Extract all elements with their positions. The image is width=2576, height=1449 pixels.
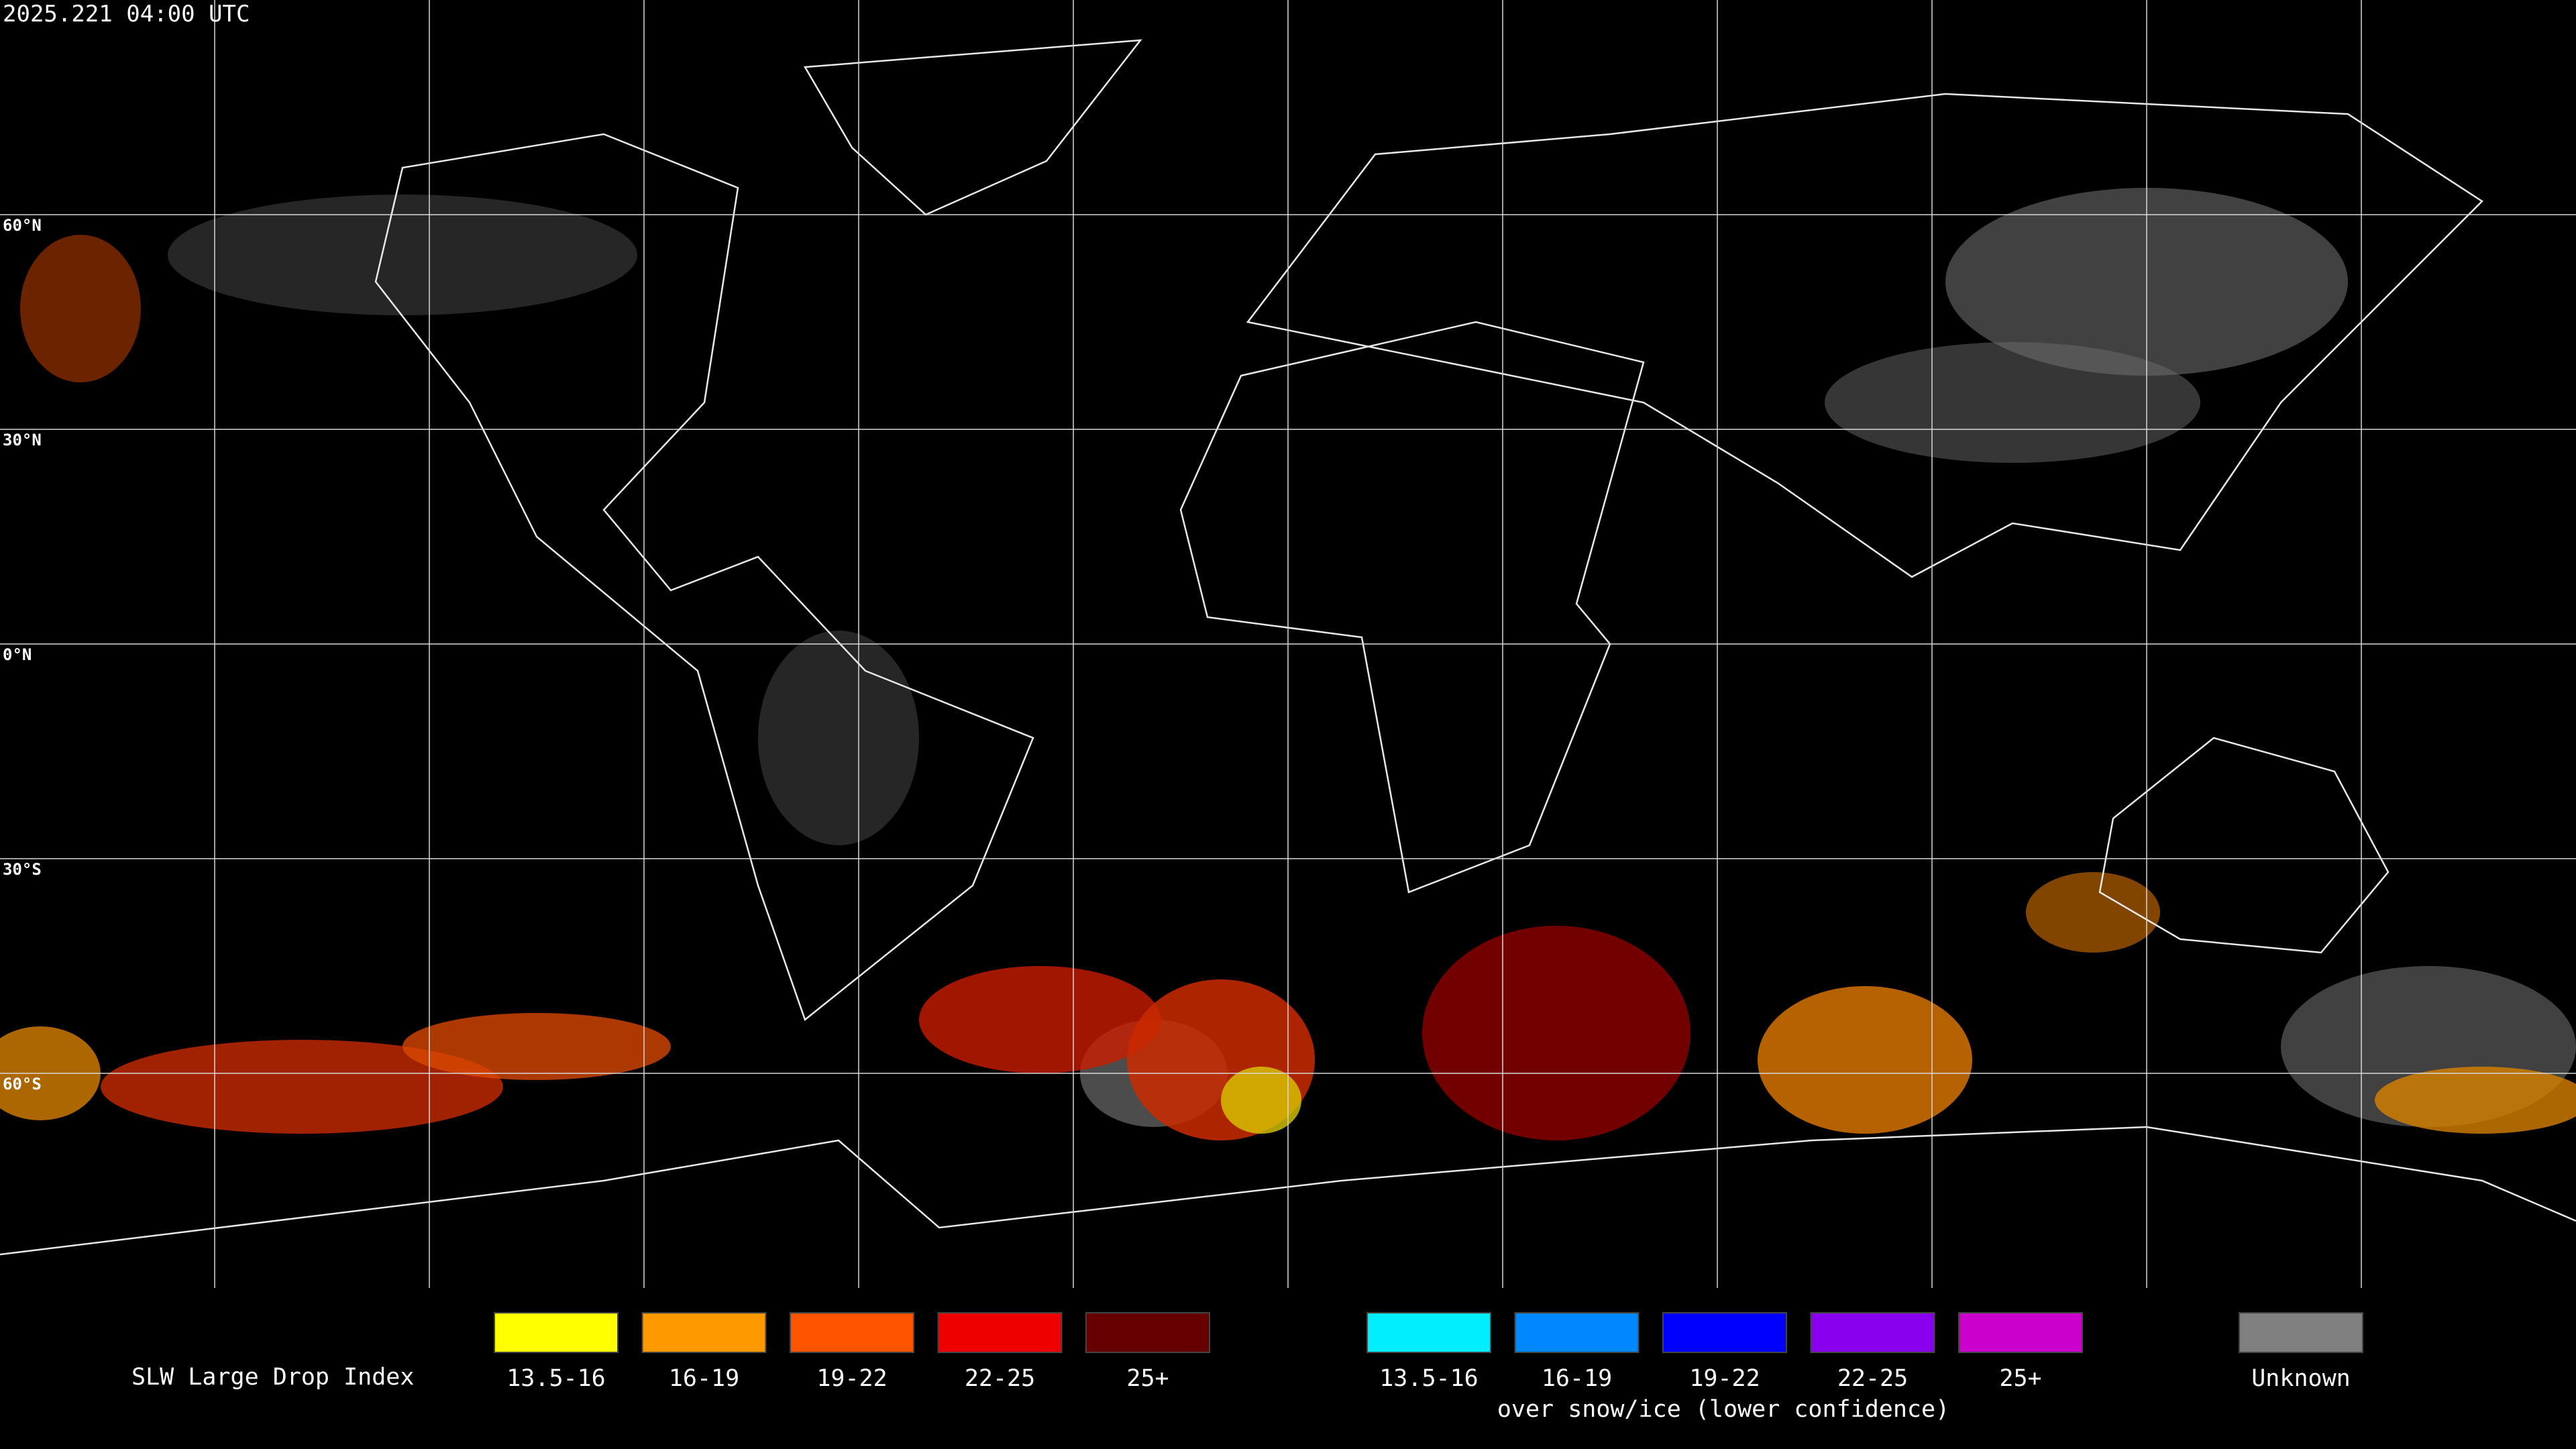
legend-label: 16-19 bbox=[1542, 1365, 1612, 1392]
legend-swatch bbox=[641, 1312, 767, 1353]
cloud-patch bbox=[1422, 926, 1690, 1140]
legend-swatch bbox=[494, 1312, 619, 1353]
coastline bbox=[1246, 93, 2483, 578]
legend-swatch bbox=[1958, 1312, 2083, 1353]
cloud-patch bbox=[402, 1013, 671, 1080]
legend-label: Unknown bbox=[2251, 1365, 2351, 1392]
legend-label: 13.5-16 bbox=[506, 1365, 606, 1392]
cloud-field bbox=[0, 188, 2576, 1140]
latitude-label: 30°S bbox=[3, 860, 42, 879]
legend-label: 13.5-16 bbox=[1379, 1365, 1479, 1392]
legend-swatch bbox=[2239, 1312, 2363, 1353]
legend-note: over snow/ice (lower confidence) bbox=[1497, 1396, 1949, 1423]
cloud-patch bbox=[758, 631, 919, 845]
timestamp: 2025.221 04:00 UTC bbox=[3, 1, 250, 28]
latitude-label: 60°S bbox=[3, 1075, 42, 1093]
coastlines bbox=[0, 39, 2576, 1256]
latitude-label: 60°N bbox=[3, 216, 42, 235]
latitude-labels: 60°N 30°N 0°N 30°S 60°S bbox=[3, 216, 42, 1093]
legend-swatch bbox=[1810, 1312, 1935, 1353]
legend-label: 16-19 bbox=[669, 1365, 739, 1392]
legend-swatch bbox=[1514, 1312, 1640, 1353]
cloud-patch bbox=[101, 1040, 503, 1134]
cloud-patch bbox=[2375, 1067, 2576, 1134]
legend-label: 25+ bbox=[1999, 1365, 2041, 1392]
legend-swatch bbox=[790, 1312, 914, 1353]
legend-label: 19-22 bbox=[816, 1365, 887, 1392]
coastline bbox=[803, 39, 1142, 216]
coastline bbox=[1179, 321, 1645, 894]
legend-swatch bbox=[1085, 1312, 1210, 1353]
legend-label: 19-22 bbox=[1689, 1365, 1760, 1392]
cloud-patch bbox=[1825, 342, 2200, 463]
graticule bbox=[0, 0, 2576, 1288]
legend-label: 22-25 bbox=[1837, 1365, 1908, 1392]
coastline bbox=[0, 1126, 2576, 1256]
legend-label: 25+ bbox=[1126, 1365, 1169, 1392]
cloud-patch bbox=[1221, 1067, 1301, 1134]
cloud-patch bbox=[919, 966, 1161, 1073]
cloud-patch bbox=[2026, 872, 2160, 953]
legend-swatch bbox=[937, 1312, 1063, 1353]
cloud-patch bbox=[1758, 986, 1972, 1134]
cloud-patch bbox=[20, 235, 141, 382]
coastline bbox=[374, 133, 1034, 1022]
coastline bbox=[2098, 737, 2390, 954]
cloud-patch bbox=[168, 195, 637, 315]
latitude-label: 0°N bbox=[3, 645, 32, 664]
legend-title: SLW Large Drop Index bbox=[131, 1364, 414, 1391]
legend-swatch bbox=[1662, 1312, 1787, 1353]
legend-swatch bbox=[1366, 1312, 1491, 1353]
legend: 13.5-16 16-19 19-22 22-25 25+ 13.5-16 16-19 19-… bbox=[494, 1312, 2363, 1392]
legend-panel bbox=[0, 1288, 2576, 1449]
legend-label: 22-25 bbox=[965, 1365, 1035, 1392]
latitude-label: 30°N bbox=[3, 431, 42, 449]
